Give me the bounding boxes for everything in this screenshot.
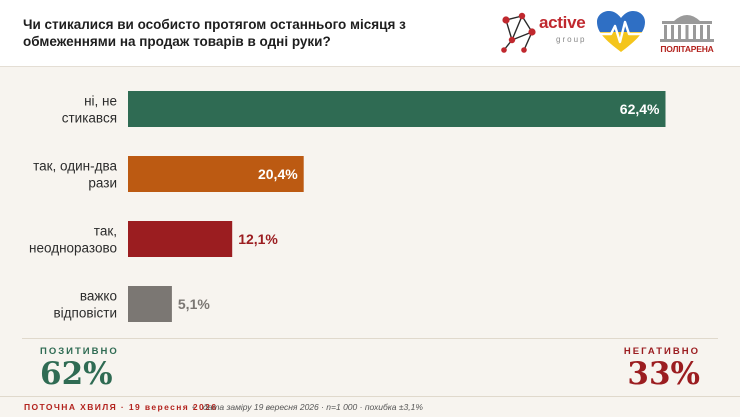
header: Чи стикалися ви особисто протягом останн… [0, 0, 740, 67]
negative-label: НЕГАТИВНО [623, 346, 700, 357]
footer-separator: • [192, 402, 195, 412]
category-label-4: важко відповісти [53, 289, 117, 321]
value-label-2: 20,4% [258, 166, 298, 182]
bar-1 [128, 91, 666, 127]
value-label-1: 62,4% [620, 101, 660, 117]
divider [22, 338, 718, 339]
active-wordmark: active [539, 13, 586, 32]
category-label-3: так, неодноразово [29, 224, 117, 256]
chart-title: Чи стикалися ви особисто протягом останн… [23, 17, 406, 49]
negative-value: 33% [627, 356, 700, 392]
parliament-icon [660, 15, 714, 42]
politarena-wordmark: ПОЛІТАРЕНА [660, 44, 714, 54]
politarena-logo: ПОЛІТАРЕНА [654, 9, 720, 57]
value-label-3: 12,1% [238, 231, 278, 247]
active-group-logo: active group [498, 8, 590, 58]
network-icon [501, 12, 536, 53]
value-label-4: 5,1% [178, 296, 210, 312]
bar-3 [128, 221, 233, 257]
group-wordmark: group [556, 35, 587, 44]
bar-4 [128, 286, 172, 322]
category-label-2: так, один-два рази [33, 159, 117, 191]
positive-value: 62% [40, 356, 113, 392]
ukraine-heart-logo [597, 11, 645, 52]
footer: ПОТОЧНА ХВИЛЯ · 19 вересня 2026 • дата з… [0, 396, 740, 417]
bar-chart: ні, не стикався 62,4% так, один-два рази 20,4… [29, 91, 666, 322]
footer-meta: дата заміру 19 вересня 2026 · n=1 000 · … [203, 402, 423, 412]
footer-wave: ПОТОЧНА ХВИЛЯ · 19 вересня 2026 [24, 402, 218, 412]
category-label-1: ні, не стикався [62, 94, 117, 126]
positive-label: ПОЗИТИВНО [40, 346, 119, 357]
bar-2 [128, 156, 304, 192]
